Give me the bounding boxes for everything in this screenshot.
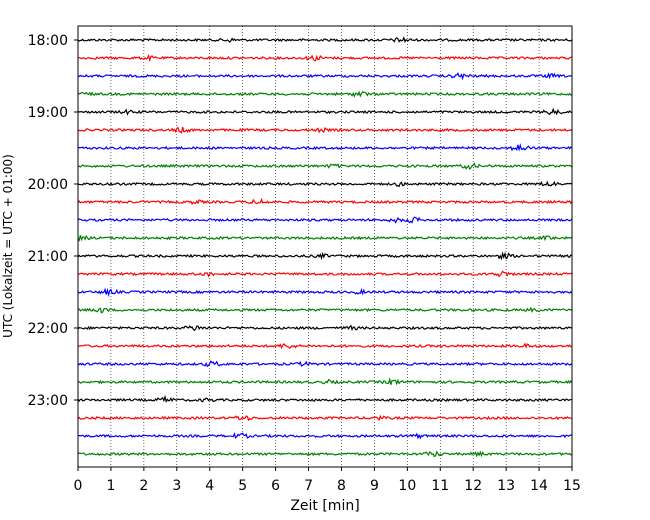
x-tick-label: 13 [497, 478, 515, 494]
y-tick-label: 22:00 [28, 321, 68, 337]
trace-2 [77, 53, 573, 63]
x-tick-label: 8 [337, 478, 346, 494]
x-tick-label: 15 [563, 478, 581, 494]
plot-border [77, 25, 573, 468]
trace-8 [77, 162, 573, 170]
x-tick-label: 12 [464, 478, 482, 494]
x-axis: 0 1 2 3 4 5 6 7 8 9 10 11 12 13 14 15 [74, 467, 581, 494]
y-tick-label: 19:00 [28, 105, 68, 121]
y-axis-title: UTC (Lokalzeit = UTC + 01:00) [1, 154, 15, 338]
trace-7 [77, 143, 573, 152]
traces [77, 36, 573, 458]
trace-12 [77, 234, 573, 243]
y-tick-label: 21:00 [28, 249, 68, 265]
trace-18 [77, 342, 573, 350]
trace-16 [77, 306, 573, 314]
y-tick-label: 20:00 [28, 177, 68, 193]
trace-15 [77, 287, 573, 298]
trace-17 [77, 324, 573, 332]
x-tick-label: 7 [304, 478, 313, 494]
trace-9 [77, 180, 573, 188]
x-tick-label: 2 [139, 478, 148, 494]
trace-13 [77, 251, 573, 261]
x-tick-label: 11 [431, 478, 449, 494]
x-tick-label: 5 [238, 478, 247, 494]
x-tick-label: 1 [106, 478, 115, 494]
trace-1 [77, 36, 573, 44]
x-tick-label: 6 [271, 478, 280, 494]
trace-3 [77, 72, 573, 81]
trace-10 [77, 197, 573, 206]
trace-11 [77, 216, 573, 224]
x-tick-label: 14 [530, 478, 548, 494]
trace-24 [77, 450, 573, 458]
x-tick-label: 3 [172, 478, 181, 494]
y-tick-label: 23:00 [28, 393, 68, 409]
trace-20 [77, 377, 573, 386]
x-tick-label: 9 [370, 478, 379, 494]
trace-21 [77, 394, 573, 403]
x-tick-label: 4 [205, 478, 214, 494]
trace-14 [77, 270, 573, 278]
trace-4 [77, 90, 573, 98]
trace-19 [77, 360, 573, 368]
y-tick-label: 18:00 [28, 33, 68, 49]
x-tick-label: 0 [74, 478, 83, 494]
trace-5 [77, 107, 573, 116]
trace-22 [77, 414, 573, 422]
x-tick-label: 10 [398, 478, 416, 494]
x-axis-title: Zeit [min] [290, 498, 359, 514]
plot-area [78, 26, 572, 467]
y-axis: 18:00 19:00 20:00 21:00 22:00 23:00 [28, 33, 78, 409]
trace-6 [77, 126, 573, 134]
trace-23 [77, 432, 573, 440]
